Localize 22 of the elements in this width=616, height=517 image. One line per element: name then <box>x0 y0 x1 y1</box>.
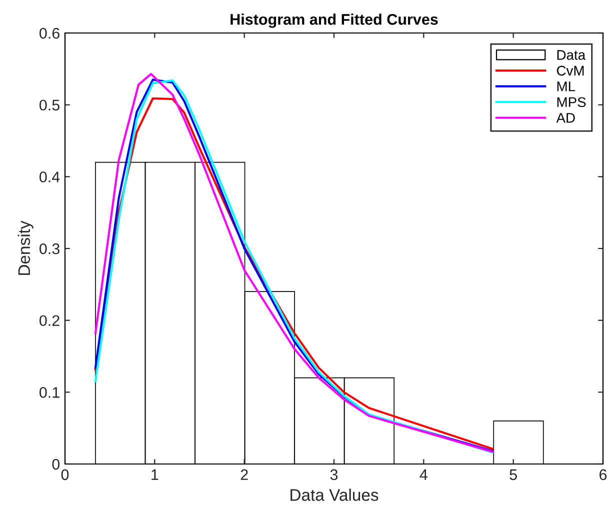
legend-label: AD <box>556 113 575 123</box>
x-tick-label: 5 <box>510 469 517 480</box>
y-tick-label: 0.2 <box>40 315 60 326</box>
x-tick-label: 0 <box>61 469 69 480</box>
y-tick-label: 0.4 <box>40 172 60 182</box>
x-tick-label: 6 <box>600 469 607 480</box>
y-axis-title: Density <box>18 220 34 275</box>
y-tick-label: 0 <box>52 458 60 470</box>
x-tick-label: 1 <box>152 469 158 480</box>
y-tick-label: 0.3 <box>40 243 60 254</box>
legend-label: MPS <box>557 97 586 108</box>
y-tick-label: 0.5 <box>40 100 60 111</box>
x-tick-label: 4 <box>420 469 428 480</box>
x-axis-title: Data Values <box>290 488 378 501</box>
legend-label: Data <box>557 50 586 60</box>
y-tick-label: 0.1 <box>40 387 60 398</box>
y-tick-label: 0.6 <box>40 28 60 39</box>
x-tick-label: 3 <box>330 469 338 480</box>
x-tick-label: 2 <box>240 469 248 480</box>
legend-label: ML <box>557 82 576 92</box>
legend-label: CvM <box>556 66 584 76</box>
chart-title: Histogram and Fitted Curves <box>230 14 438 28</box>
